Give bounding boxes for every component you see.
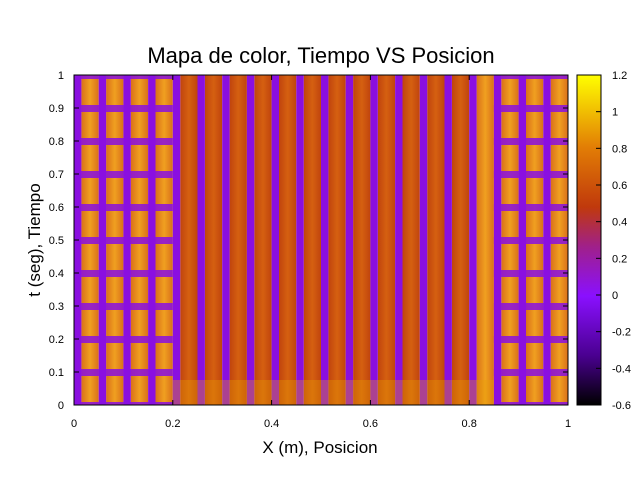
heatmap-node-band [74,402,173,405]
heatmap-node-band [395,75,403,405]
colorbar-tick-label: -0.6 [612,400,631,412]
heatmap-node-band [419,75,428,405]
heatmap-node-band [370,75,378,405]
y-tick-label: 0.2 [49,334,64,346]
heatmap-node-band [321,75,329,405]
heatmap-node-band [493,369,568,376]
heatmap-node-band [74,336,173,343]
heatmap-band [402,75,420,405]
y-tick-label: 1 [58,70,64,82]
colorbar-tick-label: 0.4 [612,217,627,229]
y-tick-label: 0.7 [49,169,64,181]
colorbar-axis: -0.6 -0.4 -0.2 0 0.2 0.4 0.6 0.8 1 1.2 [596,70,631,412]
heatmap-node-band [74,270,173,277]
heatmap-node-band [271,75,280,405]
colorbar [576,74,602,406]
heatmap-node-band [493,336,568,343]
x-axis-label: X (m), Posicion [262,438,377,457]
heatmap-band [328,75,346,405]
y-tick-label: 0 [58,400,64,412]
plot-area [74,75,568,405]
heatmap-node-band [493,75,568,79]
heatmap-band [229,75,247,405]
y-tick-label: 0.4 [49,268,64,280]
heatmap-node-band [74,237,173,244]
heatmap-node-band [172,75,181,405]
colorbar-tick-label: 0 [612,290,618,302]
colorbar-tick-label: 0.2 [612,253,627,265]
x-axis: 0 0.2 0.4 0.6 0.8 1 [71,75,571,430]
colorbar-tick-label: 0.6 [612,180,627,192]
y-tick-label: 0.9 [49,103,64,115]
heatmap-node-band [444,75,452,405]
heatmap-band [377,75,396,405]
y-tick-label: 0.8 [49,136,64,148]
heatmap-band [353,75,371,405]
x-tick-label: 1 [565,418,571,430]
heatmap-node-band [493,270,568,277]
heatmap-node-band [296,75,304,405]
heatmap-node-band [74,303,173,310]
heatmap-node-band [493,402,568,405]
y-axis-label: t (seg), Tiempo [25,183,44,296]
heatmap-band [279,75,297,405]
heatmap-node-band [246,75,255,405]
heatmap-node-band [74,75,173,79]
colorbar-tick-label: 0.8 [612,143,627,155]
heatmap-node-band [222,75,230,405]
colorbar-tick-label: -0.2 [612,327,631,339]
heatmap-node-band [74,171,173,178]
y-tick-label: 0.5 [49,235,64,247]
x-tick-label: 0.6 [363,418,378,430]
colorbar-tick-label: -0.4 [612,363,631,375]
heatmap-node-band [74,369,173,376]
heatmap-node-band [345,75,354,405]
heatmap-node-band [197,75,205,405]
heatmap-band [476,75,494,405]
heatmap-band [303,75,321,405]
y-tick-label: 0.6 [49,202,64,214]
heatmap-band [172,380,494,405]
y-axis: 0 0.1 0.2 0.3 0.4 0.5 0.6 0.7 0.8 0.9 1 [49,70,568,412]
colorbar-tick-label: 1 [612,107,618,119]
x-tick-label: 0.8 [462,418,477,430]
x-tick-label: 0.2 [165,418,180,430]
heatmap-node-band [493,105,568,112]
heatmap-node-band [74,105,173,112]
x-tick-label: 0 [71,418,77,430]
heatmap-band [451,75,470,405]
y-tick-label: 0.3 [49,301,64,313]
heatmap-node-band [493,303,568,310]
heatmap-node-band [493,237,568,244]
heatmap-band [254,75,272,405]
colorbar-tick-label: 1.2 [612,70,627,82]
heatmap-band [427,75,445,405]
heatmap-band [204,75,223,405]
heatmap-node-band [493,171,568,178]
heatmap-node-band [493,204,568,211]
y-tick-label: 0.1 [49,367,64,379]
heatmap-node-band [493,138,568,145]
heatmap-node-band [74,138,173,145]
chart-title: Mapa de color, Tiempo VS Posicion [147,43,494,68]
x-tick-label: 0.4 [264,418,279,430]
heatmap-band [180,75,198,405]
heatmap-node-band [469,75,477,405]
heatmap-node-band [74,204,173,211]
